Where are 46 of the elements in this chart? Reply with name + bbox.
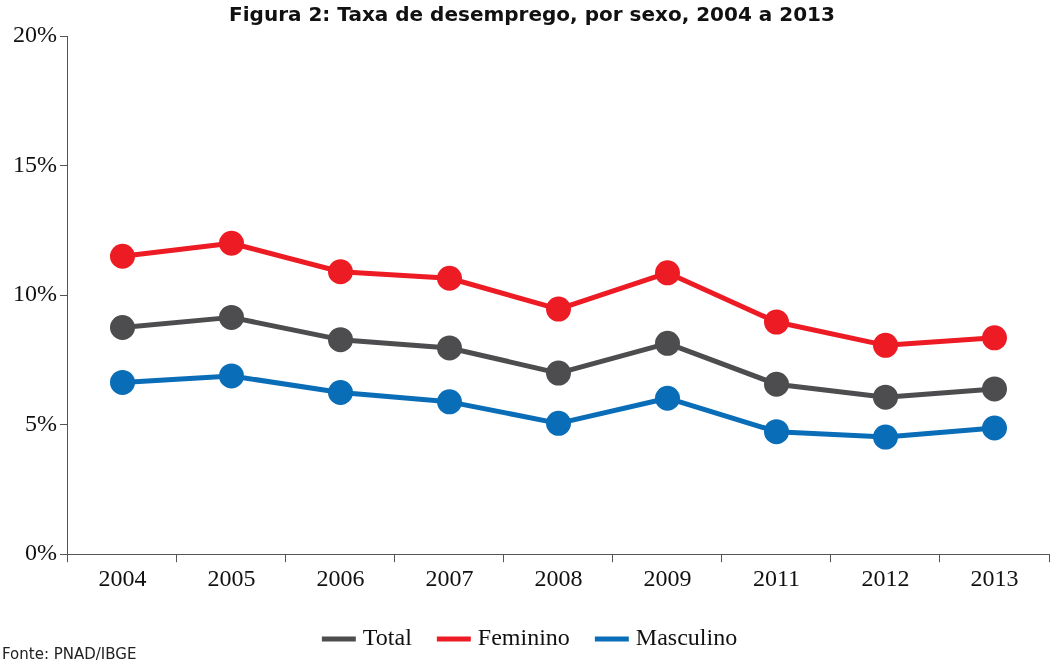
point bbox=[873, 424, 898, 450]
y-tick-label: 20% bbox=[12, 21, 57, 48]
point bbox=[546, 360, 571, 386]
x-tick-label: 2008 bbox=[534, 564, 583, 591]
source-note: Fonte: PNAD/IBGE bbox=[2, 645, 137, 663]
point bbox=[655, 330, 680, 356]
point bbox=[218, 304, 244, 330]
point bbox=[982, 325, 1007, 351]
point bbox=[109, 369, 135, 395]
point bbox=[982, 376, 1007, 402]
x-tick-label: 2011 bbox=[752, 564, 801, 591]
x-tick-label: 2005 bbox=[207, 564, 256, 591]
legend-label: Masculino bbox=[635, 624, 738, 651]
point bbox=[546, 410, 571, 436]
point bbox=[873, 384, 898, 410]
point bbox=[437, 265, 462, 291]
x-tick-label: 2006 bbox=[316, 564, 365, 591]
point bbox=[327, 259, 353, 285]
point bbox=[982, 415, 1007, 441]
point bbox=[655, 385, 680, 411]
x-tick-label: 2012 bbox=[861, 564, 910, 591]
point bbox=[873, 332, 898, 358]
legend-label: Total bbox=[362, 624, 413, 651]
x-tick-label: 2013 bbox=[970, 564, 1019, 591]
y-tick-label: 15% bbox=[12, 150, 57, 177]
point bbox=[109, 243, 135, 269]
point bbox=[437, 389, 462, 415]
point bbox=[764, 419, 789, 445]
x-tick-label: 2004 bbox=[98, 564, 147, 591]
point bbox=[327, 380, 353, 406]
point bbox=[655, 260, 680, 286]
y-tick-label: 5% bbox=[24, 409, 57, 436]
legend-label: Feminino bbox=[477, 624, 570, 651]
x-tick-label: 2009 bbox=[643, 564, 692, 591]
point bbox=[764, 309, 789, 335]
x-tick-label: 2007 bbox=[425, 564, 474, 591]
point bbox=[218, 230, 244, 256]
point bbox=[327, 327, 353, 353]
y-tick-label: 0% bbox=[24, 539, 57, 566]
y-tick-label: 10% bbox=[12, 280, 57, 307]
chart-title: Figura 2: Taxa de desemprego, por sexo, 2004 a 2013 bbox=[229, 2, 835, 27]
point bbox=[218, 363, 244, 389]
point bbox=[764, 371, 789, 397]
point bbox=[437, 335, 462, 361]
point bbox=[109, 314, 135, 340]
point bbox=[546, 296, 571, 322]
